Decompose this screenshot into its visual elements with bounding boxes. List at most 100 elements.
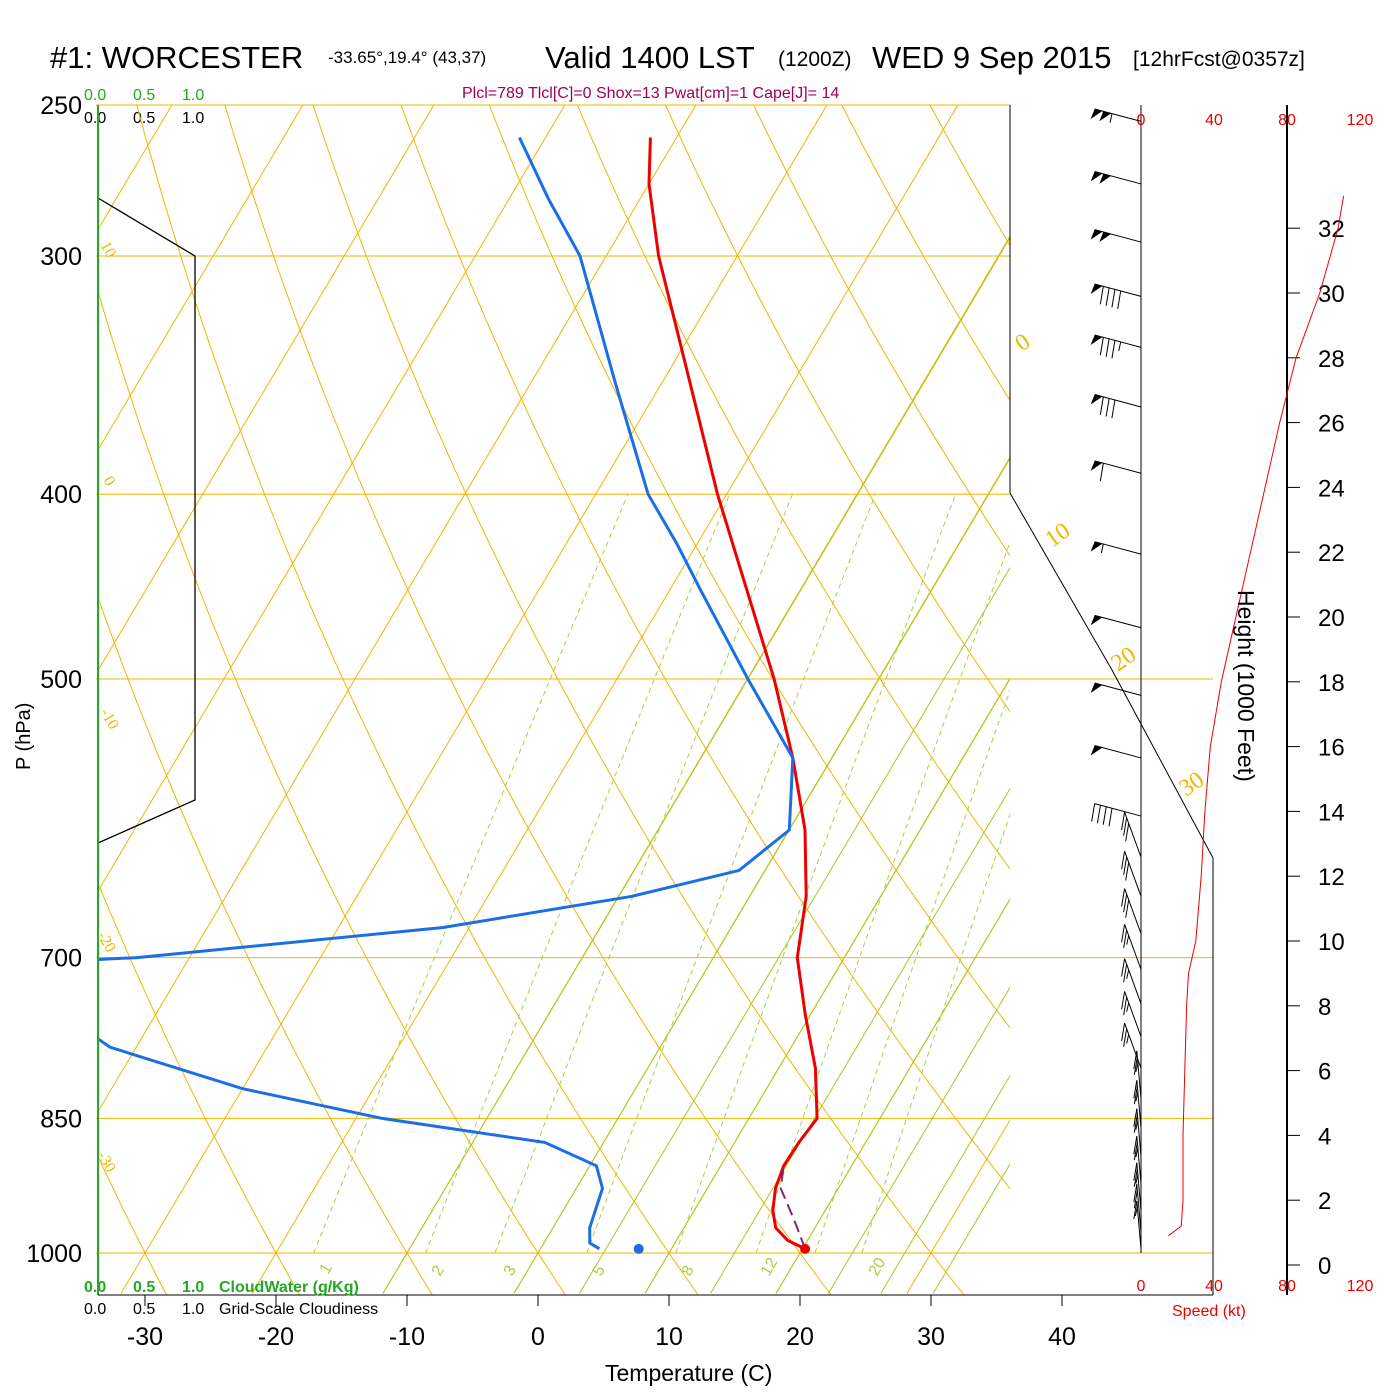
wind-barb-half <box>1109 113 1113 123</box>
mixing-ratio-line <box>494 494 793 1254</box>
wind-barb-full <box>1123 964 1128 983</box>
height-tick-label: 0 <box>1318 1253 1331 1280</box>
forecast-run: [12hrFcst@0357z] <box>1133 48 1305 71</box>
wind-barb-staff <box>1094 614 1142 629</box>
wind-barb <box>1090 108 1142 123</box>
cloudiness-profile <box>97 197 196 844</box>
forecast-date: WED 9 Sep 2015 <box>872 40 1112 75</box>
isotherm-line <box>98 105 435 672</box>
height-tick-label: 24 <box>1318 475 1345 502</box>
pressure-tick-label: 500 <box>40 666 82 694</box>
dry-adiabat-line <box>98 289 566 1295</box>
wind-barb-half <box>1100 543 1104 554</box>
valid-time: Valid 1400 LST <box>545 40 755 75</box>
wind-barb-staff <box>1124 811 1142 858</box>
wind-barb-full <box>1121 924 1126 943</box>
speed-tick-label: 40 <box>1205 1278 1223 1295</box>
wind-barb-half <box>1135 1062 1139 1072</box>
wind-barb-full <box>1123 1028 1128 1047</box>
wind-barb-staff <box>1094 171 1142 185</box>
mixing-ratio-label: 3 <box>501 1263 520 1279</box>
wind-barb <box>1121 1022 1142 1069</box>
wind-barb-half <box>1135 1147 1139 1158</box>
temperature-tick-label: 0 <box>531 1323 545 1351</box>
isotherm-line <box>1300 36 1400 1293</box>
wind-barb-staff <box>1094 460 1142 474</box>
wind-barb-half <box>1118 341 1122 352</box>
wind-barb-full <box>1108 808 1113 827</box>
height-tick-label: 22 <box>1318 540 1345 567</box>
isotherm-line <box>98 105 566 893</box>
wind-barb <box>1090 745 1142 759</box>
temperature-line <box>647 137 819 1251</box>
moist-adiabat-line <box>880 1074 1010 1294</box>
wind-barb-pennant <box>1090 615 1103 626</box>
profiles <box>98 136 819 1254</box>
wind-barb-pennant <box>1090 682 1103 693</box>
wind-barb-full <box>1111 340 1116 359</box>
mixing-ratio-line <box>313 494 629 1254</box>
wind-barb <box>1121 991 1142 1037</box>
wind-barb-full <box>1121 851 1126 870</box>
wind-barb-staff <box>1124 1022 1142 1069</box>
cloudiness-tick-top-1: 0.5 <box>133 110 155 127</box>
wind-barb-staff <box>1094 682 1142 696</box>
height-tick-label: 20 <box>1318 605 1345 632</box>
wind-barb-pennant <box>1090 229 1103 240</box>
wind-barb-staff <box>1094 803 1142 817</box>
wind-barb-staff <box>1136 1200 1142 1249</box>
mixing-ratio-label: 8 <box>679 1263 698 1279</box>
speed-tick-label: 120 <box>1347 112 1374 129</box>
wind-barb-pennant <box>1090 745 1103 756</box>
isotherm-line <box>120 105 828 1294</box>
dry-adiabat-line <box>753 105 1010 557</box>
mixing-ratio-line <box>755 541 1010 1254</box>
wind-barb-full <box>1123 856 1128 875</box>
wind-barb-pennant <box>1090 108 1103 119</box>
mixing-ratio-line <box>814 689 1010 1254</box>
wind-barb-full <box>1105 287 1110 306</box>
cloudwater-tick-bottom-2: 1.0 <box>182 1279 204 1296</box>
wind-barb-pennant <box>1090 171 1103 182</box>
moist-adiabat-label: 10 <box>1041 518 1076 553</box>
mixing-ratio-label: 20 <box>866 1255 890 1279</box>
dry-adiabat-line <box>841 105 1010 402</box>
cloudwater-tick-top-0: 0.0 <box>84 87 106 104</box>
height-tick-label: 4 <box>1318 1123 1331 1150</box>
zulu-time: (1200Z) <box>778 48 852 71</box>
temperature-tick-label: -30 <box>127 1323 163 1351</box>
x-axis-title: Temperature (C) <box>605 1360 772 1386</box>
cloudiness-label: Grid-Scale Cloudiness <box>219 1301 378 1318</box>
moist-adiabat-line <box>644 677 1010 1294</box>
wind-barb <box>1121 888 1142 934</box>
temperature-tick-label: 30 <box>917 1323 945 1351</box>
speed-tick-label: 120 <box>1347 1278 1374 1295</box>
wind-barb-full <box>1105 338 1110 357</box>
wind-barb-full <box>1105 398 1110 417</box>
isotherm-line <box>775 898 1010 1294</box>
pressure-tick-label: 400 <box>40 481 82 509</box>
wind-barb <box>1121 958 1142 1004</box>
wind-barb-half <box>1134 1206 1138 1217</box>
wind-barb-staff <box>1094 394 1142 408</box>
cloudwater-tick-top-1: 0.5 <box>133 87 155 104</box>
station-title: #1: WORCESTER <box>50 40 303 75</box>
wind-barb <box>1133 1184 1142 1233</box>
height-tick-label: 2 <box>1318 1188 1331 1215</box>
moist-adiabat-line <box>827 986 1010 1294</box>
wind-barb <box>1133 1050 1142 1099</box>
wind-barb-half <box>1126 969 1130 979</box>
wind-barb-staff <box>1094 108 1142 122</box>
wind-barb-half <box>1126 935 1130 945</box>
wind-barb-full <box>1133 1190 1138 1209</box>
stability-indices: Plcl=789 Tlcl[C]=0 Shox=13 Pwat[cm]=1 Ca… <box>462 85 839 102</box>
isotherm-label: -10 <box>97 706 122 733</box>
cloudwater-tick-bottom-1: 0.5 <box>133 1279 155 1296</box>
wind-barb-half <box>1135 1092 1139 1102</box>
speed-tick-label: 0 <box>1137 1278 1146 1295</box>
mixing-ratio-line <box>675 494 957 1254</box>
wind-barb <box>1090 614 1142 629</box>
wind-barb-staff <box>1094 229 1142 243</box>
